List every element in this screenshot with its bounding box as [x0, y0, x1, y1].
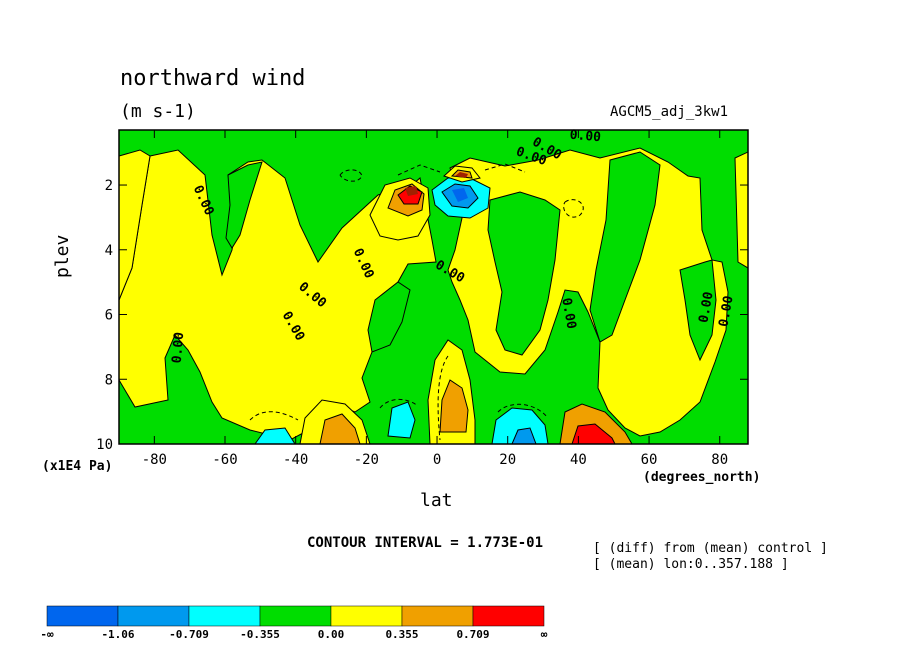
orange-cell-south-low — [319, 413, 361, 444]
x-axis-units: (degrees_north) — [643, 470, 761, 485]
colorbar-swatch — [401, 605, 474, 627]
yellow-region-top-left — [119, 149, 151, 301]
colorbar-swatch — [188, 605, 261, 627]
colorbar-swatch — [259, 605, 332, 627]
deepblue-cell-upper-dipole — [452, 188, 468, 202]
colorbar-swatch — [46, 605, 119, 627]
colorbar-label: 0.00 — [318, 628, 345, 641]
green-hole-3 — [487, 191, 561, 356]
dashed-contour-3 — [563, 199, 584, 218]
mean-note: [ (mean) lon:0..357.188 ] — [593, 557, 789, 572]
colorbar-label: ∞ — [541, 628, 548, 641]
negative-contours — [249, 163, 584, 441]
green-hole-2 — [367, 281, 411, 353]
x-axis-ticks: -80 -60 -40 -20 0 20 40 60 80 — [142, 130, 728, 468]
colorbar-swatch — [472, 605, 545, 627]
x-tick-label: 20 — [499, 452, 516, 468]
dashed-contour-2 — [484, 163, 526, 173]
dashed-contour-4 — [339, 169, 363, 182]
y-tick-label: 10 — [96, 437, 113, 453]
colorbar-label: -∞ — [40, 628, 54, 641]
colorbar-swatch — [117, 605, 190, 627]
green-hole-4 — [589, 151, 661, 343]
dark-cell-upper-north — [455, 172, 468, 178]
cyan-cell-north-low — [491, 407, 549, 444]
diff-note: [ (diff) from (mean) control ] — [593, 541, 828, 556]
dashed-contour-7 — [249, 411, 299, 421]
x-tick-label: -20 — [354, 452, 379, 468]
colorbar-swatch — [330, 605, 403, 627]
contour-label: 0.00 — [569, 128, 602, 146]
yellow-region-east — [734, 151, 748, 269]
orange-cell-equator-low — [439, 379, 469, 433]
x-tick-label: 60 — [641, 452, 658, 468]
contour-label: 0.00 — [716, 295, 736, 329]
y-tick-label: 8 — [105, 372, 113, 388]
contour-label: 0.00 — [558, 297, 578, 331]
contour-label: 0.00 — [696, 291, 716, 325]
cyan-cell-south-low — [254, 427, 296, 444]
y-axis-units: (x1E4 Pa) — [42, 459, 113, 474]
colorbar-label: 0.355 — [385, 628, 418, 641]
plot-frame — [118, 129, 749, 445]
dashed-contour-6 — [497, 403, 549, 419]
x-tick-label: -40 — [283, 452, 308, 468]
blue-cell-north-low — [511, 427, 537, 444]
dashed-contour-1 — [397, 164, 441, 176]
green-hole-5 — [679, 259, 717, 362]
x-tick-label: -80 — [142, 452, 167, 468]
y-tick-label: 2 — [105, 178, 113, 194]
y-tick-label: 4 — [105, 243, 113, 259]
darkred-cell-upper-dipole — [405, 186, 418, 196]
contour-interval: CONTOUR INTERVAL = 1.773E-01 — [307, 535, 544, 551]
green-hole-1 — [225, 161, 263, 249]
red-cell-nh-low — [571, 423, 616, 444]
colorbar-label: -1.06 — [101, 628, 134, 641]
experiment-label: AGCM5_adj_3kw1 — [610, 104, 729, 120]
contour-label: 0.00 — [170, 331, 188, 364]
colorbar-label: -0.709 — [169, 628, 209, 641]
chart-units: (m s-1) — [120, 101, 196, 122]
dashed-contour-8 — [379, 399, 419, 409]
x-tick-label: 0 — [433, 452, 441, 468]
colorbar: -∞ -1.06 -0.709 -0.355 0.00 0.355 0.709 ∞ — [40, 605, 548, 641]
cyan-cell-mid-low — [387, 401, 416, 439]
x-axis-label: lat — [420, 490, 453, 511]
chart-title: northward wind — [120, 66, 306, 91]
x-tick-label: -60 — [212, 452, 237, 468]
y-axis-ticks: 2 4 6 8 10 — [96, 178, 748, 453]
y-tick-label: 6 — [105, 308, 113, 324]
colorbar-label: 0.709 — [456, 628, 489, 641]
colorbar-label: -0.355 — [240, 628, 280, 641]
x-tick-label: 80 — [711, 452, 728, 468]
x-tick-label: 40 — [570, 452, 587, 468]
